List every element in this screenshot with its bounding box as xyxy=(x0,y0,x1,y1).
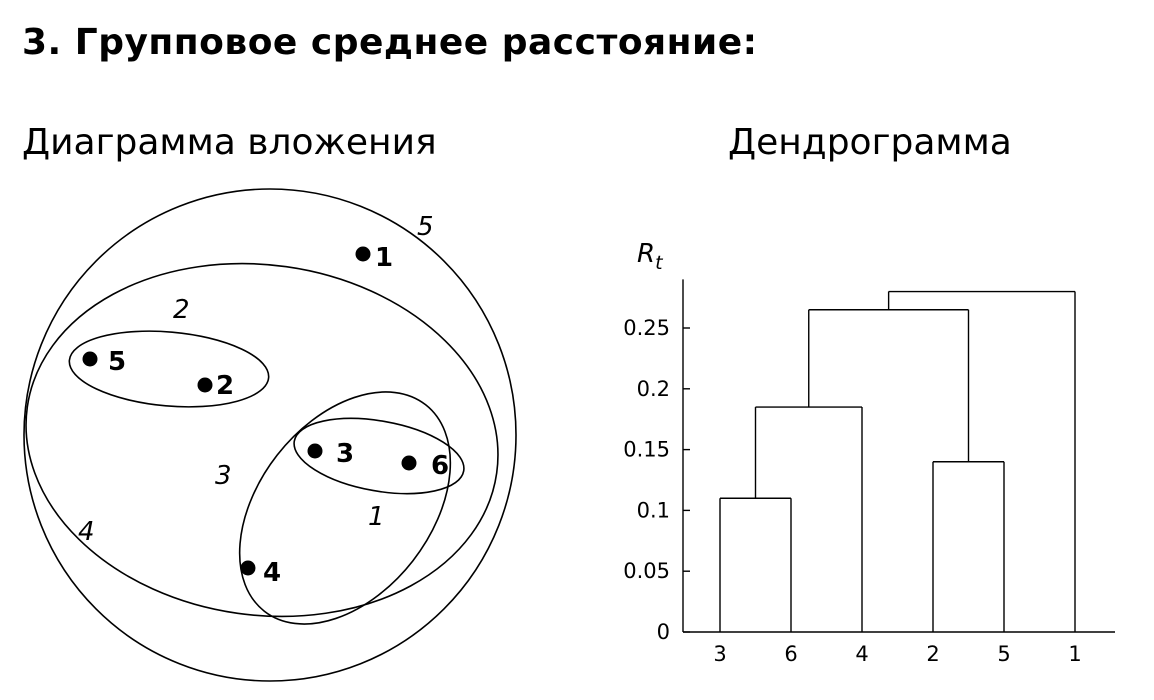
nesting-points: 1 2 3 4 5 6 xyxy=(82,243,449,588)
y-tick-label: 0.15 xyxy=(623,438,670,462)
page-title: 3. Групповое среднее расстояние: xyxy=(22,22,758,63)
x-tick-label: 1 xyxy=(1068,642,1081,666)
y-tick-label: 0 xyxy=(657,620,670,644)
cluster-3-outline xyxy=(238,391,452,625)
dendrogram-title: Дендрограмма xyxy=(728,122,1012,163)
y-tick-label: 0.2 xyxy=(637,377,670,401)
point-4-marker xyxy=(240,560,256,576)
y-ticks: 0 0.05 0.1 0.15 0.2 0.25 xyxy=(623,316,690,644)
point-label: 2 xyxy=(216,371,234,401)
x-tick-label: 6 xyxy=(784,642,797,666)
y-tick-label: 0.1 xyxy=(637,498,670,522)
cluster-2-outline xyxy=(68,330,270,408)
cluster-label: 1 xyxy=(368,502,385,532)
cluster-label: 5 xyxy=(417,212,434,242)
cluster-label: 2 xyxy=(173,295,190,325)
nesting-diagram-title: Диаграмма вложения xyxy=(22,122,437,163)
point-label: 4 xyxy=(263,558,281,588)
x-tick-label: 4 xyxy=(855,642,868,666)
dendrogram-links xyxy=(719,290,1076,632)
point-label: 3 xyxy=(336,439,354,469)
point-label: 5 xyxy=(108,347,126,377)
point-label: 6 xyxy=(431,451,449,481)
x-tick-label: 5 xyxy=(997,642,1010,666)
y-tick-label: 0.05 xyxy=(623,559,670,583)
cluster-5-outline xyxy=(23,188,517,682)
point-label: 1 xyxy=(375,243,393,273)
cluster-label: 4 xyxy=(78,517,95,547)
point-6-marker xyxy=(401,455,417,471)
cluster-1-outline xyxy=(293,417,465,495)
x-tick-label: 3 xyxy=(713,642,726,666)
nesting-diagram xyxy=(23,188,517,682)
point-2-marker xyxy=(197,377,213,393)
dendrogram: Rt 0 0.05 0.1 0.15 0.2 0.25 3 6 4 2 5 1 xyxy=(623,239,1115,666)
x-ticks: 3 6 4 2 5 1 xyxy=(713,642,1081,666)
cluster-label: 3 xyxy=(215,461,232,491)
cluster-labels: 1 2 3 4 5 xyxy=(78,212,434,547)
cluster-4-outline xyxy=(25,262,499,618)
point-1-marker xyxy=(355,246,371,262)
point-3-marker xyxy=(307,443,323,459)
point-5-marker xyxy=(82,351,98,367)
y-tick-label: 0.25 xyxy=(623,316,670,340)
x-tick-label: 2 xyxy=(926,642,939,666)
y-axis-label: Rt xyxy=(637,239,664,274)
